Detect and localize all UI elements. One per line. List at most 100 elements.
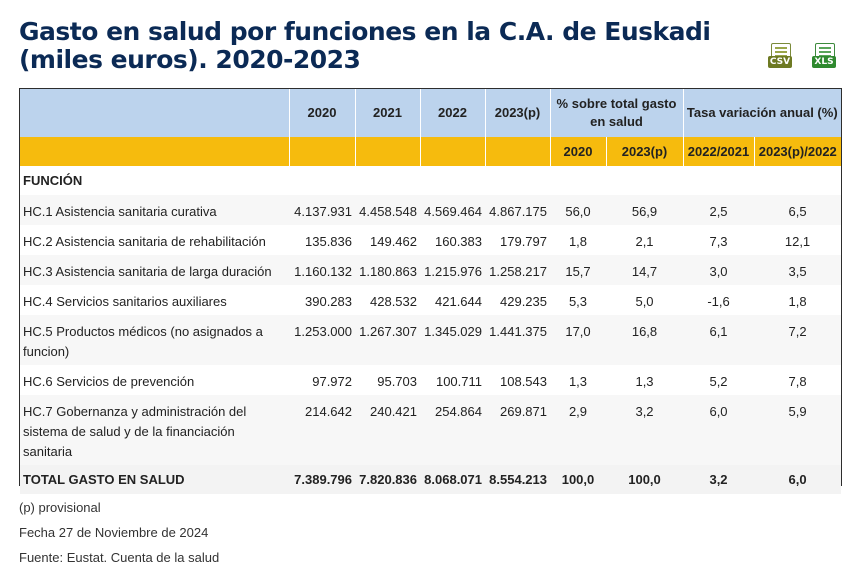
pct-2020: 56,0 xyxy=(550,195,606,225)
value-2021: 4.458.548 xyxy=(355,195,420,225)
total-value-2020: 7.389.796 xyxy=(289,465,355,494)
subheader-pct-2020: 2020 xyxy=(550,137,607,166)
table-row: HC.2 Asistencia sanitaria de rehabilitac… xyxy=(20,225,841,255)
pct-2020: 15,7 xyxy=(550,255,606,285)
row-label: HC.1 Asistencia sanitaria curativa xyxy=(20,195,289,225)
value-2020: 390.283 xyxy=(305,294,352,309)
page-title: Gasto en salud por funciones en la C.A. … xyxy=(19,17,711,74)
value-2022: 1.345.029 xyxy=(420,315,485,365)
value-2023p: 1.258.217 xyxy=(485,255,550,285)
value-2021: 1.267.307 xyxy=(355,315,420,365)
value-2020: 135.836 xyxy=(305,234,352,249)
note-source: Fuente: Eustat. Cuenta de la salud xyxy=(19,550,220,565)
header-pct-group: % sobre total gasto en salud xyxy=(550,89,684,137)
header-2023p: 2023(p) xyxy=(485,89,551,137)
pct-2023p: 14,7 xyxy=(606,255,684,285)
value-2020: 214.642 xyxy=(289,395,355,465)
value-2021: 240.421 xyxy=(355,395,420,465)
subheader-blank xyxy=(289,137,356,166)
header-row-sub: 2020 2023(p) 2022/2021 2023(p)/2022 xyxy=(20,137,842,166)
total-value-2022: 8.068.071 xyxy=(420,465,485,494)
pct-2023p: 5,0 xyxy=(635,294,654,309)
var-2022-2021: -1,6 xyxy=(707,294,730,309)
subheader-pct-2023p: 2023(p) xyxy=(606,137,684,166)
download-csv-button[interactable]: CSV xyxy=(768,43,794,71)
row-label: HC.2 Asistencia sanitaria de rehabilitac… xyxy=(23,234,266,249)
download-xls-button[interactable]: XLS xyxy=(812,43,838,71)
table-row: HC.1 Asistencia sanitaria curativa 4.137.… xyxy=(20,195,842,225)
total-var-2022-2021: 3,2 xyxy=(683,465,755,494)
subheader-blank xyxy=(420,137,486,166)
value-2020: 4.137.931 xyxy=(289,195,355,225)
row-label: HC.7 Gobernanza y administración del sis… xyxy=(20,395,289,465)
total-value-2021: 7.820.836 xyxy=(355,465,420,494)
section-row: FUNCIÓN xyxy=(20,166,841,195)
data-table: 2020 2021 2022 2023(p) % sobre total gas… xyxy=(20,89,842,494)
table-row: HC.6 Servicios de prevención 97.972 95.703… xyxy=(20,365,841,395)
row-label: HC.5 Productos médicos (no asignados a f… xyxy=(20,315,289,365)
var-2023p-2022: 7,2 xyxy=(754,315,842,365)
value-2021: 1.180.863 xyxy=(355,255,420,285)
total-row: TOTAL GASTO EN SALUD 7.389.796 7.820.836 8.… xyxy=(20,465,842,494)
var-2023p-2022: 7,8 xyxy=(788,374,807,389)
pct-2023p: 56,9 xyxy=(606,195,684,225)
var-2023p-2022: 5,9 xyxy=(754,395,842,465)
pct-2020: 5,3 xyxy=(568,294,588,309)
data-table-container: 2020 2021 2022 2023(p) % sobre total gas… xyxy=(19,88,842,494)
var-2022-2021: 5,2 xyxy=(709,374,728,389)
value-2022: 254.864 xyxy=(420,395,485,465)
value-2023p: 269.871 xyxy=(485,395,550,465)
table-row: HC.7 Gobernanza y administración del sis… xyxy=(20,395,842,465)
var-2023p-2022: 1,8 xyxy=(788,294,807,309)
header-variation-group: Tasa variación anual (%) xyxy=(683,89,842,137)
pct-2020: 2,9 xyxy=(550,395,606,465)
var-2022-2021: 6,0 xyxy=(683,395,755,465)
row-label: HC.3 Asistencia sanitaria de larga durac… xyxy=(20,255,289,285)
pct-2023p: 2,1 xyxy=(635,234,654,249)
var-2023p-2022: 12,1 xyxy=(784,234,811,249)
value-2022: 160.383 xyxy=(435,234,482,249)
note-provisional: (p) provisional xyxy=(19,500,101,515)
var-2023p-2022: 3,5 xyxy=(754,255,842,285)
total-pct-2023p: 100,0 xyxy=(606,465,684,494)
subheader-blank xyxy=(355,137,421,166)
value-2022: 421.644 xyxy=(435,294,482,309)
header-row-years: 2020 2021 2022 2023(p) % sobre total gas… xyxy=(20,89,842,137)
pct-2020: 17,0 xyxy=(550,315,606,365)
subheader-blank xyxy=(485,137,551,166)
table-body: FUNCIÓN HC.1 Asistencia sanitaria curati… xyxy=(20,166,842,494)
subheader-var-2023p-2022: 2023(p)/2022 xyxy=(754,137,842,166)
pct-2023p: 3,2 xyxy=(606,395,684,465)
value-2023p: 108.543 xyxy=(500,374,547,389)
value-2023p: 429.235 xyxy=(500,294,547,309)
pct-2023p: 1,3 xyxy=(635,374,654,389)
value-2021: 95.703 xyxy=(377,374,417,389)
value-2020: 97.972 xyxy=(312,374,352,389)
value-2023p: 1.441.375 xyxy=(485,315,550,365)
header-2020: 2020 xyxy=(289,89,356,137)
header-2021: 2021 xyxy=(355,89,421,137)
header-blank xyxy=(20,89,290,137)
table-row: HC.4 Servicios sanitarios auxiliares 390.… xyxy=(20,285,841,315)
subheader-var-2022-2021: 2022/2021 xyxy=(683,137,755,166)
value-2022: 1.215.976 xyxy=(420,255,485,285)
total-var-2023p-2022: 6,0 xyxy=(754,465,842,494)
row-label: HC.6 Servicios de prevención xyxy=(23,374,195,389)
value-2021: 149.462 xyxy=(370,234,417,249)
xls-label: XLS xyxy=(812,56,836,68)
var-2022-2021: 3,0 xyxy=(683,255,755,285)
total-pct-2020: 100,0 xyxy=(550,465,606,494)
value-2021: 428.532 xyxy=(370,294,417,309)
subheader-blank xyxy=(20,137,290,166)
var-2023p-2022: 6,5 xyxy=(754,195,842,225)
pct-2020: 1,3 xyxy=(568,374,588,389)
value-2023p: 179.797 xyxy=(500,234,547,249)
value-2020: 1.160.132 xyxy=(289,255,355,285)
csv-label: CSV xyxy=(768,56,792,68)
value-2022: 4.569.464 xyxy=(420,195,485,225)
pct-2020: 1,8 xyxy=(568,234,588,249)
header-2022: 2022 xyxy=(420,89,486,137)
value-2022: 100.711 xyxy=(435,374,482,389)
note-date: Fecha 27 de Noviembre de 2024 xyxy=(19,525,209,540)
table-row: HC.3 Asistencia sanitaria de larga durac… xyxy=(20,255,842,285)
